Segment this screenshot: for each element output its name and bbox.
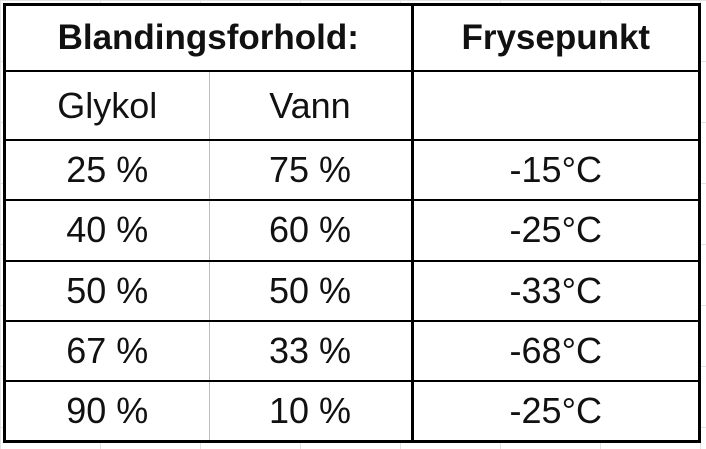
cell-vann: 33 %: [209, 320, 414, 382]
cell-frysepunkt: -68°C: [412, 320, 699, 382]
table-row: 50 % 50 % -33°C: [6, 260, 699, 322]
subheader-vann: Vann: [209, 71, 414, 142]
cell-vann: 75 %: [209, 140, 414, 202]
header-row: Blandingsforhold: Frysepunkt: [6, 6, 699, 73]
subheader-glykol: Glykol: [6, 71, 210, 142]
table-row: 67 % 33 % -68°C: [6, 320, 699, 382]
cell-glykol: 50 %: [6, 260, 210, 322]
header-freezing-point: Frysepunkt: [412, 6, 699, 73]
cell-frysepunkt: -25°C: [509, 389, 602, 431]
subheader-empty: [412, 71, 699, 142]
table-row: 40 % 60 % -25°C: [6, 200, 699, 262]
cell-glykol: 90 %: [6, 380, 210, 440]
cell-vann: 60 %: [209, 200, 414, 262]
cell-glykol: 67 %: [6, 320, 210, 382]
cell-frysepunkt: -33°C: [412, 260, 699, 322]
table-row: 25 % 75 % -15°C: [6, 140, 699, 202]
table-row: 90 % 10 % -25°C: [6, 380, 698, 440]
header-mixing-ratio: Blandingsforhold:: [6, 6, 414, 73]
cell-glykol: 25 %: [6, 140, 210, 202]
cell-vann: 50 %: [209, 260, 414, 322]
cell-vann: 10 %: [209, 380, 414, 440]
subheader-row: Glykol Vann: [6, 71, 699, 142]
cell-glykol: 40 %: [6, 200, 210, 262]
mixing-ratio-table: Blandingsforhold: Frysepunkt Glykol Vann…: [3, 3, 701, 443]
cell-frysepunkt: -15°C: [412, 140, 699, 202]
table: Blandingsforhold: Frysepunkt Glykol Vann…: [6, 6, 699, 440]
cell-frysepunkt: -25°C: [412, 200, 699, 262]
